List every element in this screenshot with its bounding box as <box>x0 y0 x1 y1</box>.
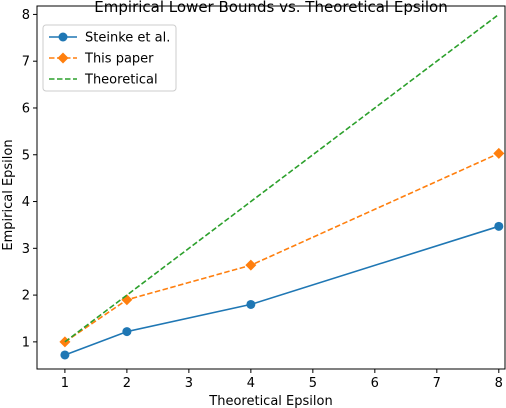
plot-frame <box>36 5 506 370</box>
x-tick-label: 5 <box>309 376 317 391</box>
legend-box <box>42 24 177 92</box>
x-axis: 1 2 3 4 5 6 7 8 <box>61 369 503 391</box>
y-tick-label: 8 <box>22 8 30 23</box>
x-tick-label: 4 <box>247 376 255 391</box>
data-point <box>494 221 504 231</box>
data-point <box>246 299 256 309</box>
y-tick-label: 2 <box>22 289 30 304</box>
y-tick-label: 6 <box>22 101 30 116</box>
data-point <box>493 147 505 159</box>
y-tick-label: 1 <box>22 335 30 350</box>
series-line-1 <box>64 152 500 343</box>
series-line-2 <box>64 13 500 343</box>
legend-label: Theoretical <box>84 73 158 88</box>
legend-marker <box>58 32 68 42</box>
y-tick-label: 4 <box>22 195 30 210</box>
data-point <box>60 350 70 360</box>
y-tick-label: 3 <box>22 242 30 257</box>
y-axis-label: Empirical Epsilon <box>1 139 16 250</box>
y-axis: 1 2 3 4 5 6 7 8 <box>22 8 37 350</box>
chart-title: Empirical Lower Bounds vs. Theoretical E… <box>94 0 447 16</box>
plot-area <box>59 13 505 360</box>
x-tick-label: 6 <box>371 376 379 391</box>
x-tick-label: 1 <box>61 376 69 391</box>
x-tick-label: 3 <box>185 376 193 391</box>
y-tick-label: 7 <box>22 55 30 70</box>
x-tick-label: 8 <box>495 376 503 391</box>
x-tick-label: 2 <box>123 376 131 391</box>
x-axis-label: Theoretical Epsilon <box>208 394 332 408</box>
legend-label: This paper <box>84 52 154 67</box>
data-point <box>245 259 257 271</box>
x-tick-label: 7 <box>433 376 441 391</box>
legend: Steinke et al. This paper Theoretical <box>42 24 177 92</box>
y-tick-label: 5 <box>22 148 30 163</box>
data-point <box>122 327 132 337</box>
series-line-0 <box>64 225 500 356</box>
legend-label: Steinke et al. <box>85 31 170 46</box>
legend-marker <box>57 52 69 64</box>
